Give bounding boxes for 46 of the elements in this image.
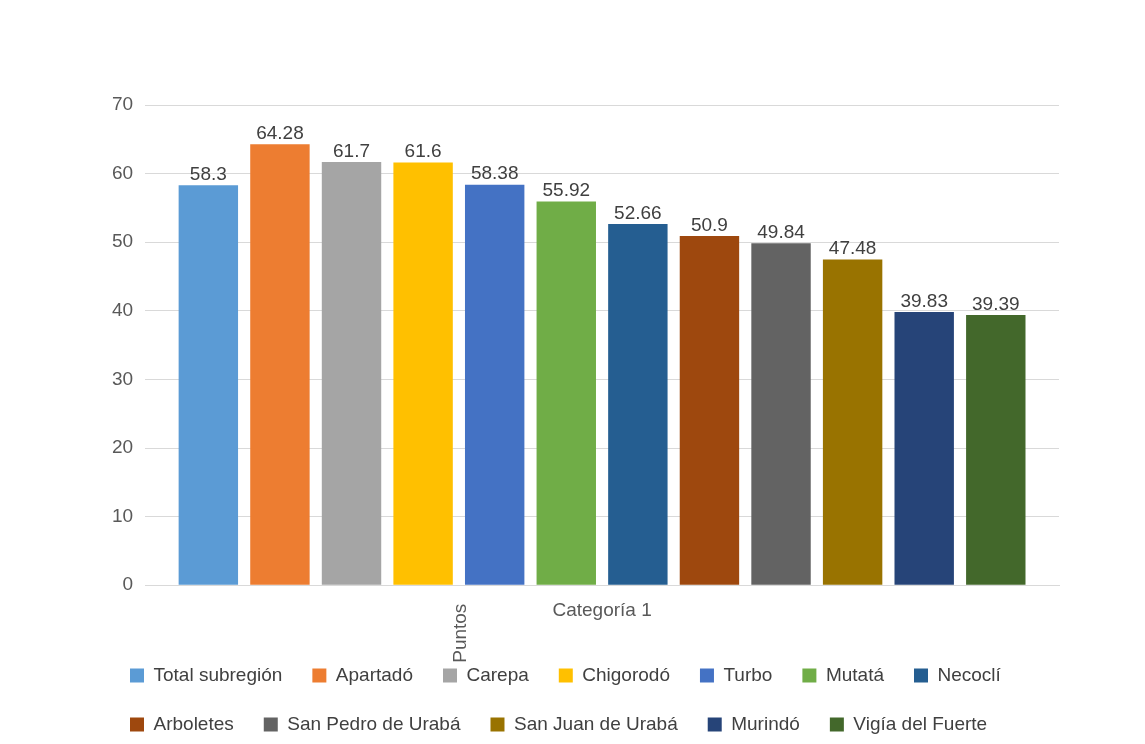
y-tick-label: 40 <box>111 299 134 321</box>
y-tick-label: 20 <box>111 436 134 458</box>
y-axis-title: Puntos <box>448 603 470 663</box>
data-label: 64.28 <box>256 121 304 143</box>
legend-label: San Juan de Urabá <box>513 712 679 734</box>
data-label: 55.92 <box>542 179 591 201</box>
data-label: 61.6 <box>404 140 442 162</box>
legend-label: Turbo <box>723 663 773 685</box>
bar <box>751 243 811 585</box>
data-label: 52.66 <box>614 201 662 223</box>
y-tick-label: 0 <box>122 573 134 595</box>
legend-label: Necoclí <box>937 663 1002 685</box>
data-label: 58.3 <box>189 163 227 184</box>
bar <box>894 311 954 585</box>
legend-label: Carepa <box>466 663 530 685</box>
legend-label: San Pedro de Urabá <box>287 712 461 734</box>
bar <box>536 201 596 585</box>
bar <box>393 162 453 585</box>
bar <box>608 223 668 585</box>
y-tick-label: 30 <box>111 367 134 389</box>
x-tick-label: Categoría 1 <box>552 598 652 620</box>
data-label: 47.48 <box>828 237 877 259</box>
legend-label: Apartadó <box>335 663 413 685</box>
data-label: 39.39 <box>972 292 1020 314</box>
y-tick-label: 70 <box>111 93 134 115</box>
data-label: 58.38 <box>470 162 519 184</box>
y-tick-label: 10 <box>111 504 134 526</box>
y-tick-label: 60 <box>111 161 134 183</box>
bar <box>178 185 239 585</box>
y-tick-label: 50 <box>111 230 134 252</box>
legend-label: Vigía del Fuerte <box>853 712 988 734</box>
bar <box>966 314 1026 585</box>
legend-label: Total subregión <box>153 663 283 685</box>
legend-label: Mutatá <box>825 663 885 685</box>
bar <box>250 144 310 585</box>
bar <box>321 161 382 585</box>
data-label: 50.9 <box>690 213 728 235</box>
legend-label: Murindó <box>731 712 800 734</box>
bar <box>464 184 525 585</box>
bar <box>822 259 883 585</box>
bar <box>679 236 740 585</box>
data-label: 39.83 <box>900 289 948 311</box>
legend-label: Arboletes <box>153 712 234 734</box>
data-label: 61.7 <box>333 139 371 161</box>
data-label: 49.84 <box>757 221 806 243</box>
legend-label: Chigorodó <box>582 663 670 685</box>
